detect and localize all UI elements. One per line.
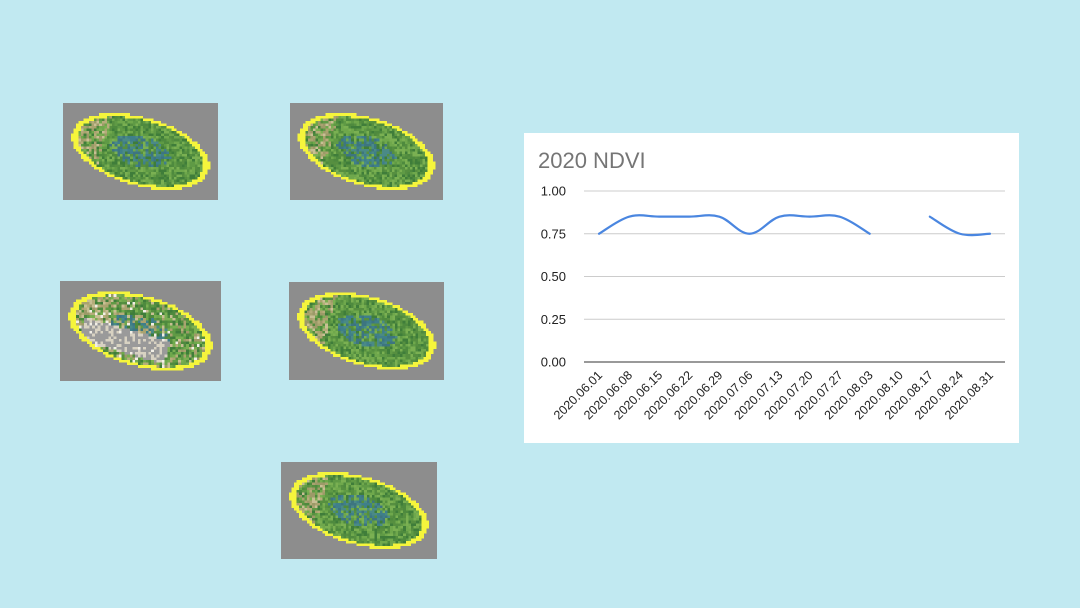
chart-grid (584, 190, 1005, 363)
field-image-4 (289, 282, 444, 380)
field-image-3-pixels (68, 291, 213, 371)
field-image-3 (60, 281, 221, 381)
field-image-2-pixels (297, 113, 436, 190)
ndvi-chart: 2020 NDVI 0.00 0.25 0.50 0.75 1.00 2020.06.0… (524, 133, 1019, 443)
y-tick-label: 0.00 (541, 355, 566, 370)
y-tick-label: 0.75 (541, 226, 566, 241)
ndvi-line-segment-1 (928, 215, 992, 237)
field-image-1-pixels (70, 113, 211, 190)
field-image-5 (281, 462, 437, 559)
ndvi-series (597, 214, 992, 237)
field-image-2 (290, 103, 443, 200)
y-tick-label: 0.25 (541, 312, 566, 327)
field-image-1 (63, 103, 218, 200)
y-tick-label: 0.50 (541, 269, 566, 284)
field-image-4-pixels (296, 292, 437, 370)
field-image-5-pixels (288, 472, 430, 549)
chart-title: 2020 NDVI (538, 148, 646, 173)
y-axis-ticks: 0.00 0.25 0.50 0.75 1.00 (541, 184, 566, 370)
ndvi-line-segment-0 (597, 214, 871, 235)
x-axis-ticks: 2020.06.012020.06.082020.06.152020.06.22… (551, 368, 996, 422)
y-tick-label: 1.00 (541, 184, 566, 199)
